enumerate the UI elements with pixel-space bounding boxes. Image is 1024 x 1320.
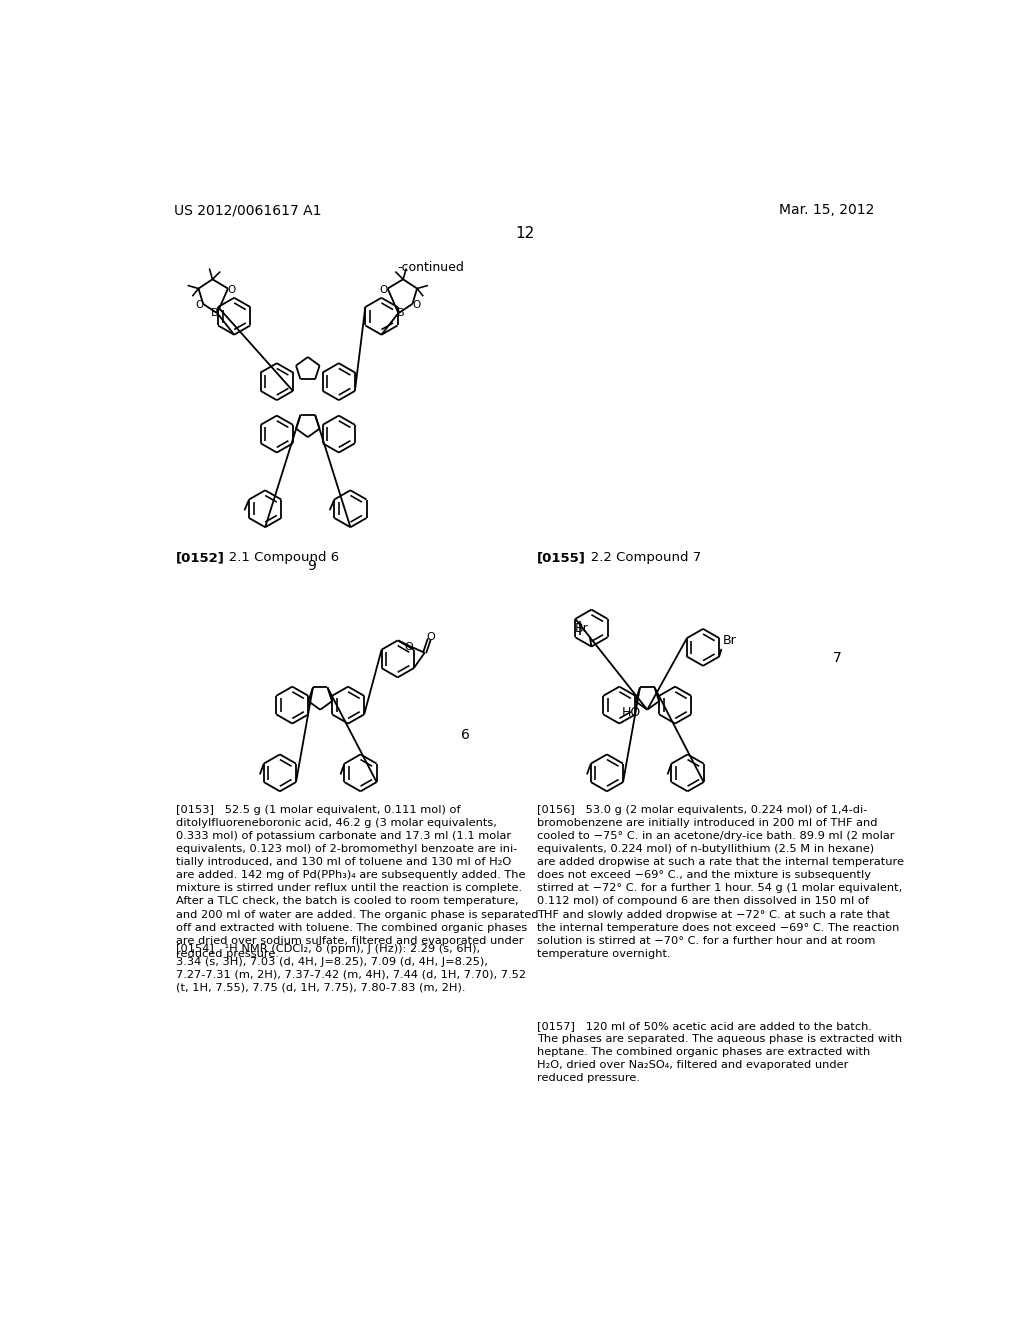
Text: [0155]: [0155] bbox=[538, 552, 586, 564]
Text: O: O bbox=[426, 631, 435, 642]
Text: 2.2 Compound 7: 2.2 Compound 7 bbox=[578, 552, 700, 564]
Text: [0153]   52.5 g (1 molar equivalent, 0.111 mol) of
ditolylfluoreneboronic acid, : [0153] 52.5 g (1 molar equivalent, 0.111… bbox=[176, 805, 539, 958]
Text: Mar. 15, 2012: Mar. 15, 2012 bbox=[779, 203, 874, 216]
Text: US 2012/0061617 A1: US 2012/0061617 A1 bbox=[174, 203, 322, 216]
Text: O: O bbox=[404, 643, 414, 652]
Text: HO: HO bbox=[622, 706, 641, 719]
Text: 9: 9 bbox=[307, 558, 316, 573]
Text: -continued: -continued bbox=[397, 261, 465, 273]
Text: 12: 12 bbox=[515, 226, 535, 242]
Text: O: O bbox=[380, 285, 388, 296]
Text: B: B bbox=[397, 308, 404, 318]
Text: B: B bbox=[211, 308, 218, 318]
Text: O: O bbox=[227, 285, 236, 296]
Text: O: O bbox=[196, 301, 204, 310]
Text: 7: 7 bbox=[834, 651, 842, 665]
Text: 6: 6 bbox=[461, 729, 470, 742]
Text: Br: Br bbox=[723, 634, 737, 647]
Text: O: O bbox=[413, 301, 421, 310]
Text: 2.1 Compound 6: 2.1 Compound 6 bbox=[216, 552, 340, 564]
Text: [0157]   120 ml of 50% acetic acid are added to the batch.
The phases are separa: [0157] 120 ml of 50% acetic acid are add… bbox=[538, 1020, 902, 1082]
Text: [0156]   53.0 g (2 molar equivalents, 0.224 mol) of 1,4-di-
bromobenzene are ini: [0156] 53.0 g (2 molar equivalents, 0.22… bbox=[538, 805, 904, 958]
Text: Br: Br bbox=[574, 622, 589, 635]
Text: [0154]   ¹H NMR (CDCl₂, δ (ppm), J (Hz)): 2.29 (s, 6H),
3.34 (s, 3H), 7.03 (d, 4: [0154] ¹H NMR (CDCl₂, δ (ppm), J (Hz)): … bbox=[176, 944, 526, 993]
Text: [0152]: [0152] bbox=[176, 552, 225, 564]
